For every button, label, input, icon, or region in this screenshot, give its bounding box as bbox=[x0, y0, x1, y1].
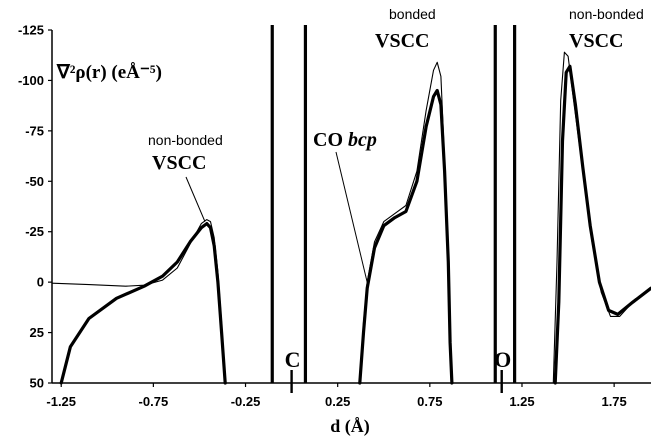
y-tick-label: -125 bbox=[18, 23, 44, 38]
series-layer bbox=[51, 25, 651, 393]
y-tick-label: 25 bbox=[30, 325, 44, 340]
y-tick-label: 50 bbox=[30, 376, 44, 391]
y-tick-label: -100 bbox=[18, 73, 44, 88]
thick-series-curve bbox=[553, 64, 651, 385]
annotation-big-text: VSCC bbox=[152, 152, 206, 174]
x-tick-label: 1.75 bbox=[601, 394, 626, 409]
annotation-pointer-line bbox=[335, 151, 368, 283]
thick-series-curve bbox=[358, 88, 454, 385]
annotation-small-text: bonded bbox=[389, 6, 436, 22]
annotation-bcp-text: CO bcp bbox=[313, 129, 377, 151]
atom-label: C bbox=[285, 347, 301, 372]
annotation-big-text: VSCC bbox=[375, 30, 429, 52]
y-tick-label: 0 bbox=[37, 275, 44, 290]
thin-series-curve bbox=[359, 61, 453, 384]
x-tick-label: 1.25 bbox=[509, 394, 534, 409]
y-axis-label: ∇²ρ(r) (eÅ⁻⁵) bbox=[56, 62, 162, 83]
annotation-small-text: non-bonded bbox=[148, 132, 223, 148]
x-tick-label: 0.25 bbox=[325, 394, 350, 409]
axis-layer: -125 -100 -75 -50 -25 0 25 50-1.25 -0.75 -0.25 0.2… bbox=[18, 23, 651, 409]
thick-series-curve bbox=[59, 222, 227, 385]
x-tick-label: -0.75 bbox=[139, 394, 169, 409]
thin-series-curve bbox=[552, 51, 651, 384]
annotation-small-text: non-bonded bbox=[569, 6, 644, 22]
x-axis-label: d (Å) bbox=[330, 416, 370, 437]
thin-series-curve bbox=[51, 219, 226, 384]
y-tick-label: -75 bbox=[25, 123, 44, 138]
x-tick-label: -0.25 bbox=[231, 394, 261, 409]
x-tick-label: -1.25 bbox=[46, 394, 76, 409]
y-tick-label: -50 bbox=[25, 174, 44, 189]
x-tick-label: 0.75 bbox=[417, 394, 442, 409]
annotation-big-text: VSCC bbox=[569, 30, 623, 52]
y-tick-label: -25 bbox=[25, 224, 44, 239]
atom-label: O bbox=[494, 347, 511, 372]
annotation-pointer-line bbox=[185, 176, 206, 222]
